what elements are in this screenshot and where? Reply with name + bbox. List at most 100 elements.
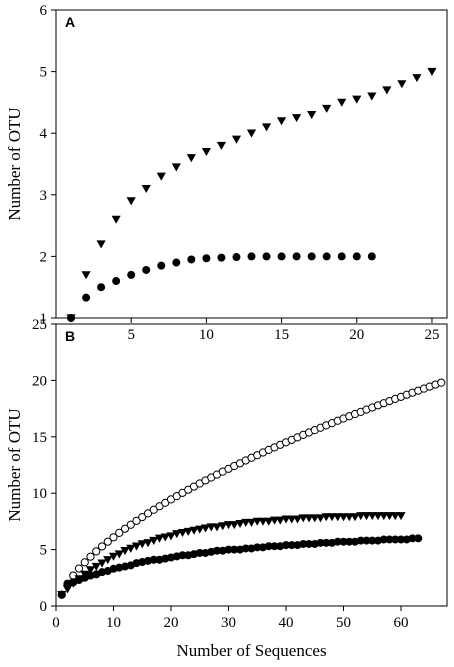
data-point — [437, 378, 446, 387]
data-point — [287, 515, 297, 524]
data-point — [74, 564, 84, 573]
data-point — [206, 523, 216, 532]
data-point — [382, 86, 392, 95]
data-point — [111, 215, 121, 224]
data-point — [321, 513, 331, 522]
series-filled-down-triangle — [57, 512, 406, 600]
data-point — [120, 547, 130, 556]
data-point — [155, 502, 164, 511]
data-point — [114, 550, 124, 559]
data-point — [67, 314, 76, 322]
y-tick-label: 10 — [32, 486, 47, 502]
data-point — [137, 540, 147, 549]
series-filled-circle — [57, 534, 423, 599]
data-point — [322, 252, 331, 261]
data-point — [213, 546, 221, 555]
panel-b-chart: B 0 5 10 15 20 25 0 10 20 30 40 50 60 Number of OTU Num… — [5, 317, 448, 660]
plot-frame — [55, 323, 448, 607]
x-tick-label: 20 — [164, 615, 179, 631]
data-point — [149, 536, 159, 545]
data-point — [356, 536, 365, 545]
plot-frame — [55, 9, 448, 319]
data-point — [112, 277, 121, 286]
data-point — [132, 516, 141, 525]
data-point — [390, 512, 400, 521]
y-tick-label: 1 — [40, 311, 48, 327]
data-point — [322, 538, 331, 547]
data-point — [97, 283, 106, 292]
data-point — [275, 516, 285, 525]
data-point — [292, 252, 301, 261]
data-point — [171, 163, 181, 172]
data-point — [81, 271, 91, 280]
data-point — [384, 512, 395, 521]
data-point — [298, 514, 308, 523]
data-point — [277, 252, 286, 261]
data-point — [339, 537, 348, 546]
data-point — [160, 533, 170, 542]
data-point — [368, 536, 377, 545]
data-point — [195, 525, 205, 534]
y-axis-title: Number of OTU — [5, 107, 24, 220]
y-tick-label: 15 — [32, 430, 47, 446]
data-point — [350, 513, 360, 522]
data-point — [217, 253, 226, 262]
data-point — [232, 253, 241, 262]
panel-letter: B — [65, 328, 75, 344]
series-filled-down-triangle — [66, 67, 437, 323]
data-point — [373, 512, 383, 521]
data-point — [200, 524, 211, 533]
y-tick-label: 5 — [40, 65, 48, 81]
data-point — [183, 527, 193, 536]
data-point — [305, 539, 313, 548]
data-point — [186, 154, 196, 163]
data-point — [109, 533, 118, 542]
data-point — [307, 252, 316, 261]
data-point — [391, 535, 400, 544]
data-point — [264, 542, 273, 551]
data-point — [231, 135, 242, 144]
data-point — [246, 129, 257, 138]
x-tick-label: 30 — [221, 615, 236, 631]
x-tick-label: 5 — [127, 327, 135, 343]
data-point — [103, 537, 112, 546]
y-tick-label: 3 — [40, 188, 48, 204]
data-point — [57, 590, 66, 599]
data-point — [241, 518, 251, 527]
data-point — [156, 172, 166, 181]
data-point — [333, 537, 342, 546]
data-point — [361, 512, 372, 521]
data-point — [86, 552, 95, 561]
data-point — [149, 505, 158, 514]
data-point — [396, 512, 406, 521]
data-point — [385, 535, 394, 544]
data-point — [316, 538, 325, 547]
data-point — [189, 526, 199, 535]
data-point — [178, 551, 187, 560]
data-point — [338, 513, 349, 522]
data-point — [177, 529, 188, 538]
data-point — [103, 556, 113, 565]
data-point — [141, 184, 151, 194]
data-point — [270, 542, 279, 551]
data-point — [97, 559, 107, 568]
data-point — [362, 536, 371, 545]
data-point — [282, 541, 290, 550]
data-point — [322, 104, 332, 113]
data-point — [281, 515, 291, 524]
data-point — [333, 513, 343, 522]
data-point — [91, 562, 101, 571]
panel-letter: A — [65, 14, 75, 30]
data-point — [223, 521, 234, 530]
data-point — [367, 252, 376, 261]
data-point — [352, 252, 361, 261]
y-tick-label: 0 — [40, 599, 48, 615]
data-point — [126, 520, 135, 529]
x-tick-label: 25 — [424, 327, 439, 343]
data-point — [287, 541, 296, 550]
data-point — [202, 254, 211, 263]
data-point — [307, 111, 317, 120]
data-point — [235, 519, 245, 529]
data-point — [264, 517, 274, 526]
data-point — [149, 555, 158, 564]
